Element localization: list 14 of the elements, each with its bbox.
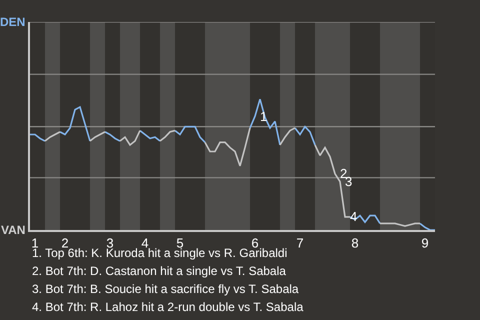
x-tick-label: 4 (141, 235, 149, 250)
text: 3. Bot 7th: B. Soucie hit a sacrifice fly vs T. Sabala (32, 282, 299, 296)
text: DEN (0, 15, 26, 29)
text: 2. Bot 7th: D. Castanon hit a single vs T. Sabala (32, 264, 286, 278)
x-tick-label: 7 (296, 235, 304, 250)
text: VAN (1, 223, 26, 237)
x-tick-label: 5 (176, 235, 184, 250)
x-tick-label: 8 (351, 235, 359, 250)
x-tick-label: 6 (251, 235, 259, 250)
x-tick-label: 2 (61, 235, 69, 250)
x-tick-label: 9 (421, 235, 429, 250)
text: 4. Bot 7th: R. Lahoz hit a 2-run double vs T. Sabala (32, 300, 304, 314)
annotation: 2 (340, 166, 348, 181)
annotation: 3 (345, 174, 352, 189)
